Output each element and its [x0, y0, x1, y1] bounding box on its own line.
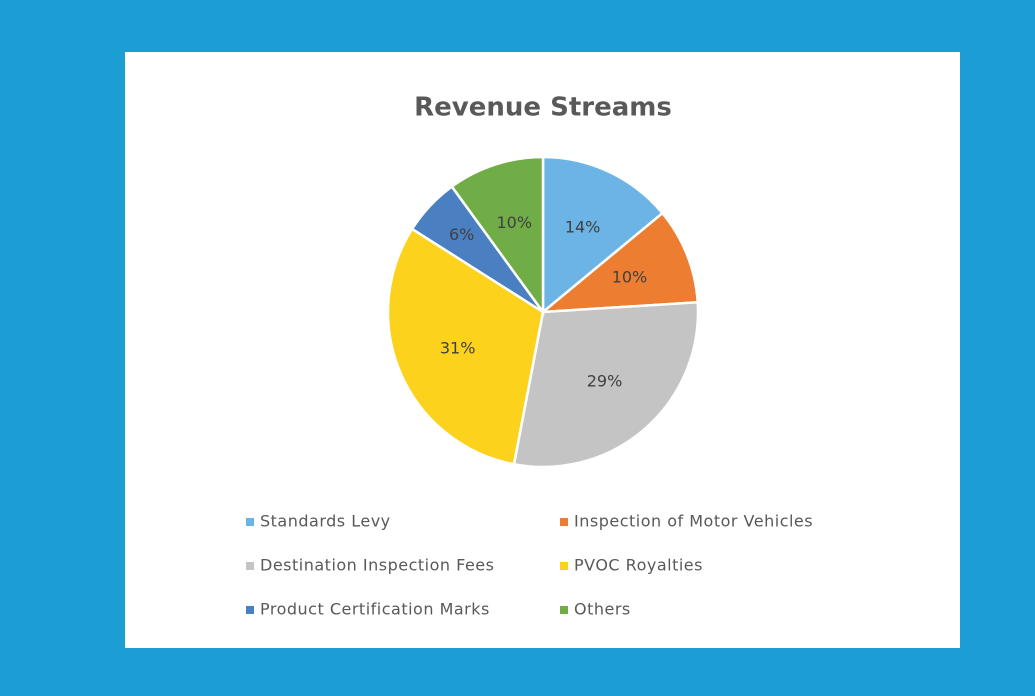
data-label: 14% [565, 217, 601, 236]
chart-title: Revenue Streams [414, 93, 672, 123]
legend-label: Destination Inspection Fees [260, 556, 494, 575]
data-label: 29% [587, 371, 623, 390]
legend-marker [560, 518, 568, 526]
pie-slice [512, 300, 700, 469]
data-label: 10% [496, 213, 532, 232]
legend-marker [246, 606, 254, 614]
data-label: 10% [612, 267, 648, 286]
legend-marker [246, 518, 254, 526]
pie-slice [450, 155, 545, 316]
legend-marker [560, 606, 568, 614]
data-label: 31% [440, 338, 476, 357]
legend-label: PVOC Royalties [574, 556, 703, 575]
legend-marker [560, 562, 568, 570]
pie-slice [539, 211, 700, 314]
legend-label: Others [574, 600, 631, 619]
data-label: 6% [449, 225, 474, 244]
legend-label: Product Certification Marks [260, 600, 490, 619]
legend-label: Standards Levy [260, 512, 391, 531]
legend-label: Inspection of Motor Vehicles [574, 512, 813, 531]
pie-slice [541, 155, 665, 315]
legend-marker [246, 562, 254, 570]
